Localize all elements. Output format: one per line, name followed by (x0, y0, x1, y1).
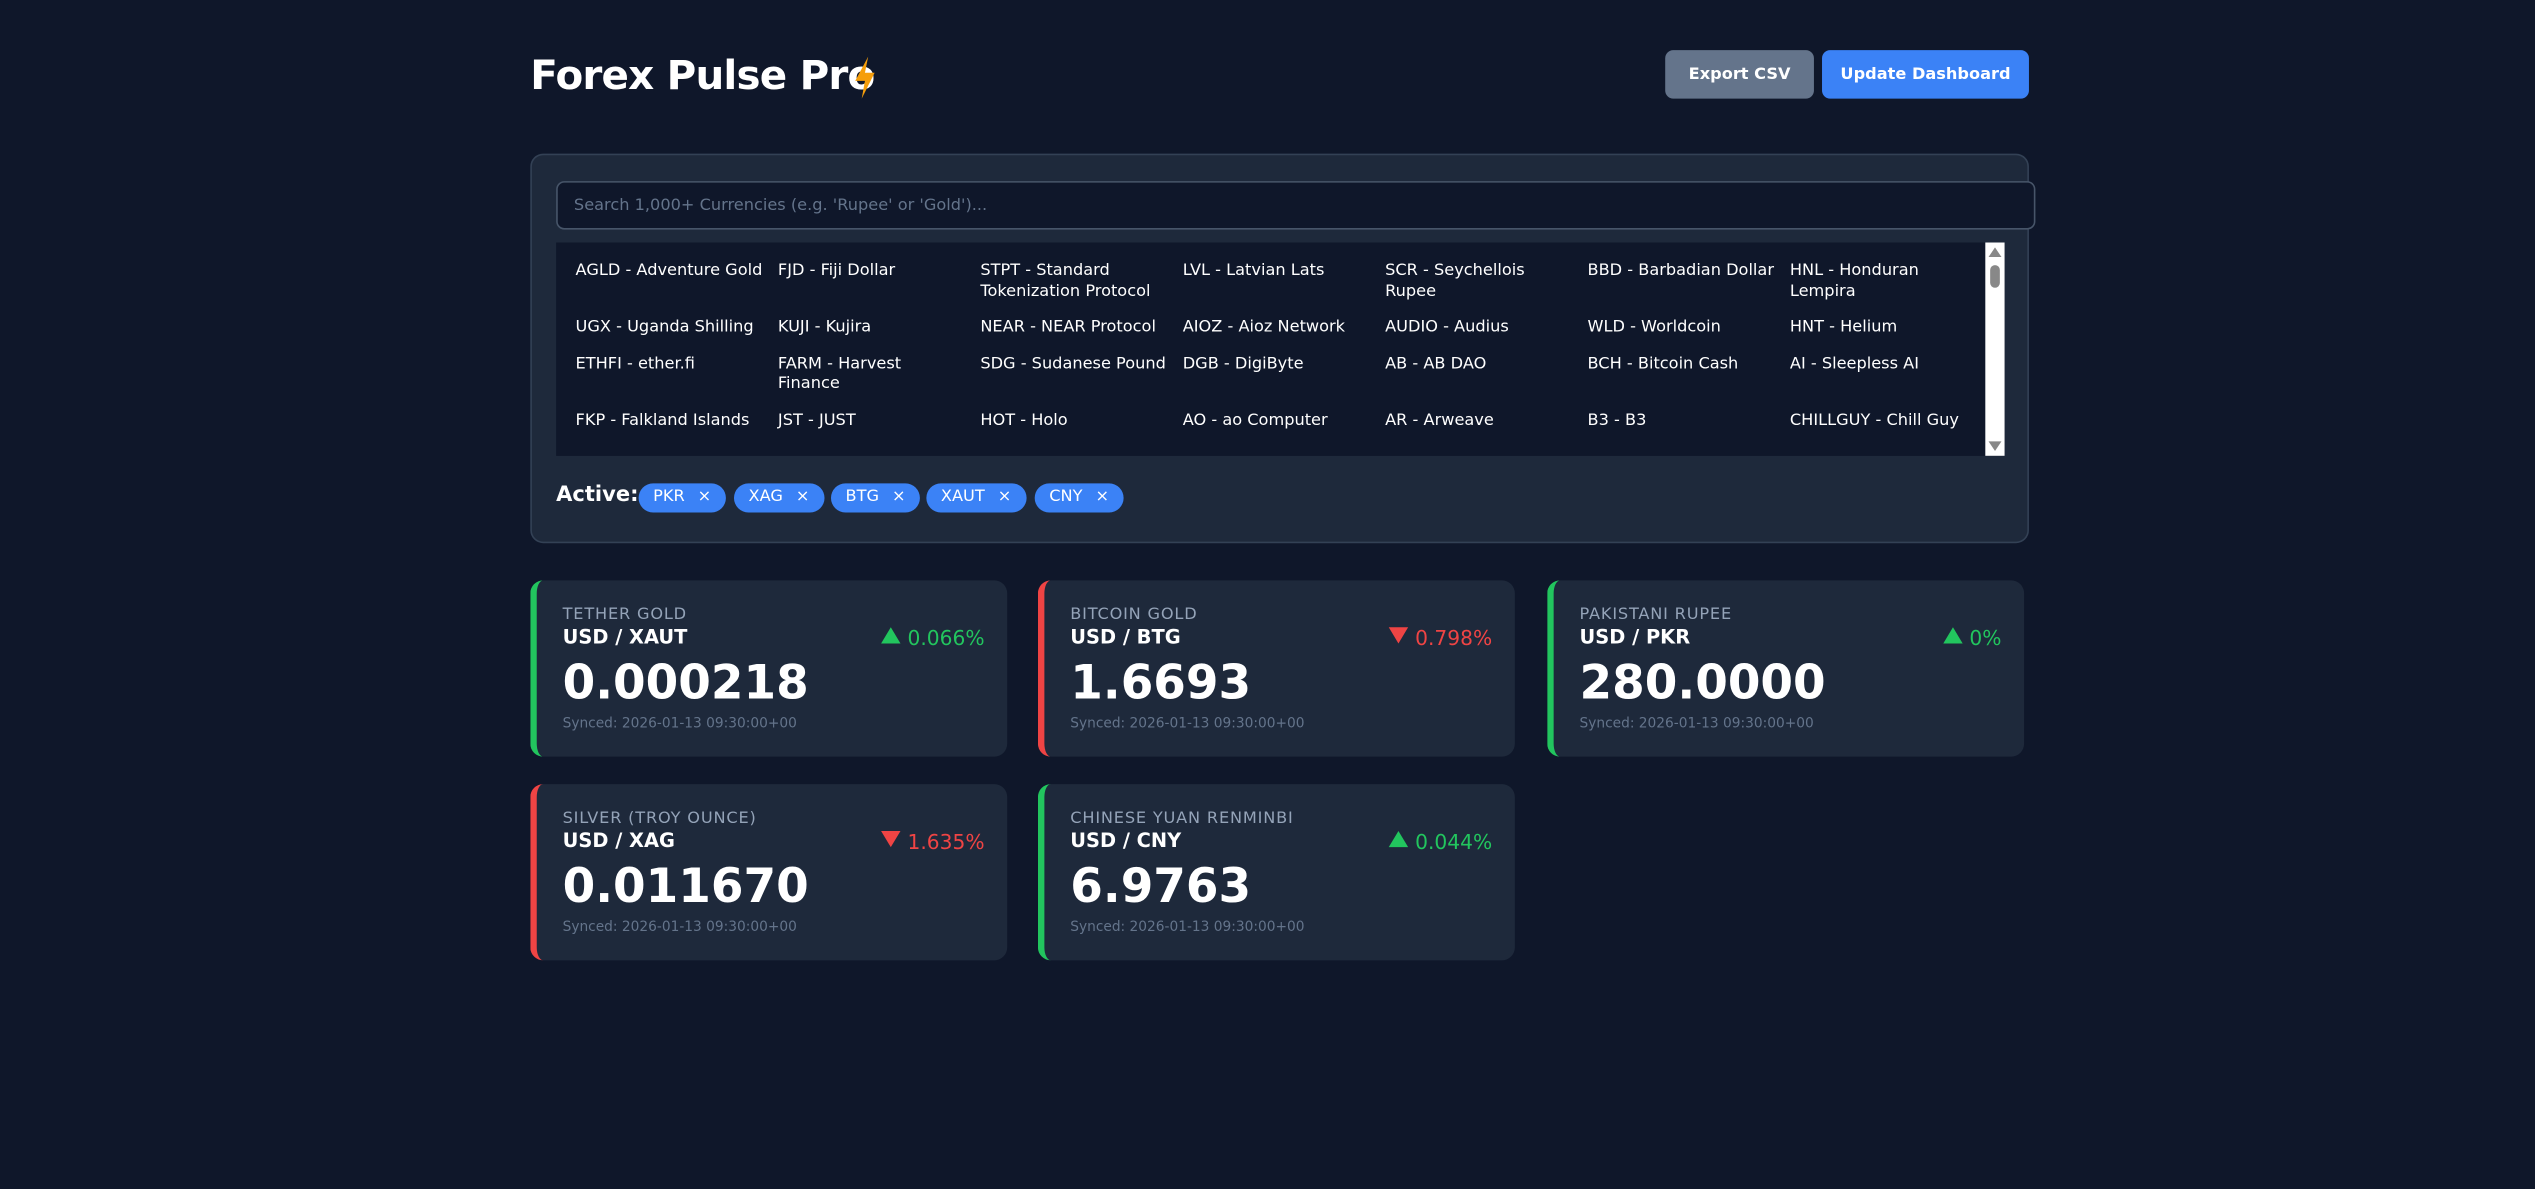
currency-pair: USD / XAG (562, 829, 675, 853)
active-chip: XAUT × (926, 483, 1026, 513)
active-chip: CNY × (1034, 483, 1124, 513)
change-value: 1.635% (907, 829, 985, 854)
currency-name: CHINESE YUAN RENMINBI (1070, 809, 1294, 828)
chip-code: XAG (748, 488, 783, 507)
rate-change: 0% (1943, 625, 2002, 650)
change-value: 0.066% (907, 625, 985, 650)
update-button[interactable]: Update Dashboard (1822, 50, 2029, 99)
rate-value: 6.9763 (1070, 858, 1252, 914)
currency-pair: USD / BTG (1070, 625, 1181, 649)
currency-option[interactable]: HNT - Helium (1789, 318, 1898, 337)
currency-option[interactable]: ETHFI - ether.fi (575, 354, 695, 373)
currency-option[interactable]: CHILLGUY - Chill Guy (1789, 411, 1959, 430)
currency-option[interactable]: B3 - B3 (1587, 411, 1647, 430)
currency-option[interactable]: BBD - Barbadian Dollar (1587, 261, 1774, 280)
chip-remove[interactable]: × (697, 488, 712, 507)
currency-name: BITCOIN GOLD (1070, 606, 1198, 625)
rate-card: BITCOIN GOLD USD / BTG 1.6693 Synced: 2026-… (1037, 580, 1515, 757)
currency-option[interactable]: SDG - Sudanese Pound (980, 354, 1166, 373)
chip-remove[interactable]: × (891, 488, 906, 507)
active-chip: XAG × (733, 483, 824, 513)
currency-option[interactable]: SCR - Seychellois Rupee (1385, 261, 1525, 300)
currency-name: SILVER (TROY OUNCE) (562, 809, 757, 828)
currency-option[interactable]: LVL - Latvian Lats (1182, 261, 1325, 280)
search-input[interactable]: Search 1,000+ Currencies (e.g. 'Rupee' o… (556, 181, 2036, 230)
currency-option[interactable]: STPT - Standard Tokenization Protocol (980, 261, 1151, 300)
chip-remove[interactable]: × (997, 488, 1012, 507)
currency-pair: USD / CNY (1070, 829, 1182, 853)
active-chip: BTG × (830, 483, 921, 513)
rate-card: SILVER (TROY OUNCE) USD / XAG 0.011670 Sync… (530, 784, 1008, 961)
synced-time: Synced: 2026-01-13 09:30:00+00 (1579, 716, 1814, 733)
currency-option[interactable]: UGX - Uganda Shilling (575, 318, 754, 337)
currency-option[interactable]: FJD - Fiji Dollar (777, 261, 896, 280)
chip-remove[interactable]: × (1095, 488, 1110, 507)
currency-option[interactable]: WLD - Worldcoin (1587, 318, 1721, 337)
synced-time: Synced: 2026-01-13 09:30:00+00 (562, 919, 797, 937)
currency-option[interactable]: JST - JUST (777, 411, 856, 430)
bolt-icon (855, 56, 875, 99)
rate-change: 0.066% (881, 625, 985, 650)
rate-change: 0.798% (1389, 626, 1492, 650)
scrollbar[interactable] (1985, 242, 2005, 456)
rate-value: 0.011670 (562, 858, 809, 914)
currency-pair: USD / PKR (1579, 625, 1691, 649)
selector-panel: Search 1,000+ Currencies (e.g. 'Rupee' o… (530, 153, 2036, 544)
currency-option[interactable]: KUJI - Kujira (777, 318, 872, 337)
synced-time: Synced: 2026-01-13 09:30:00+00 (562, 716, 797, 733)
rate-value: 0.000218 (562, 654, 809, 710)
rate-value: 1.6693 (1070, 654, 1252, 710)
currency-option[interactable]: HNL - Honduran Lempira (1789, 261, 1919, 300)
currency-option[interactable]: HOT - Holo (980, 411, 1068, 430)
currency-option[interactable]: AIOZ - Aioz Network (1182, 318, 1346, 337)
rate-change: 1.635% (881, 829, 985, 854)
currency-option[interactable]: AO - ao Computer (1182, 411, 1328, 430)
currency-grid: AGLD - Adventure Gold FJD - Fiji Dollar ST… (576, 262, 1993, 432)
change-value: 0.798% (1415, 625, 1493, 650)
trend-arrow (1389, 830, 1409, 848)
export-button[interactable]: Export CSV (1665, 50, 1814, 99)
synced-time: Synced: 2026-01-13 09:30:00+00 (1070, 716, 1305, 733)
currency-option[interactable]: DGB - DigiByte (1182, 354, 1304, 373)
chip-code: CNY (1049, 488, 1083, 507)
currency-option[interactable]: AB - AB DAO (1385, 354, 1487, 373)
scroll-thumb[interactable] (1990, 265, 2000, 288)
currency-pair: USD / XAUT (562, 625, 688, 649)
currency-list: AGLD - Adventure Gold FJD - Fiji Dollar ST… (556, 242, 2005, 456)
trend-arrow (1389, 627, 1409, 644)
rate-card: PAKISTANI RUPEE USD / PKR 280.0000 Synced: … (1547, 580, 2025, 757)
rate-value: 280.0000 (1579, 654, 1826, 710)
trend-arrow (1943, 627, 1963, 644)
rate-card: CHINESE YUAN RENMINBI USD / CNY 6.9763 Sync… (1037, 784, 1515, 961)
active-chip: PKR × (638, 483, 726, 513)
rate-change: 0.044% (1389, 829, 1493, 854)
chip-remove[interactable]: × (795, 488, 810, 507)
rate-card: TETHER GOLD USD / XAUT 0.000218 Synced: 202… (530, 580, 1008, 757)
currency-option[interactable]: AR - Arweave (1385, 411, 1494, 430)
currency-option[interactable]: NEAR - NEAR Protocol (980, 318, 1156, 337)
currency-option[interactable]: AGLD - Adventure Gold (575, 261, 763, 280)
chip-code: BTG (845, 488, 880, 507)
chip-code: PKR (653, 488, 685, 507)
currency-name: PAKISTANI RUPEE (1579, 606, 1732, 625)
currency-option[interactable]: BCH - Bitcoin Cash (1587, 354, 1739, 373)
app-title: Forex Pulse Pro (530, 51, 875, 99)
chip-code: XAUT (940, 488, 985, 507)
trend-arrow (881, 830, 902, 848)
active-label: Active: (556, 483, 639, 508)
change-value: 0.044% (1415, 829, 1493, 854)
currency-name: TETHER GOLD (562, 606, 687, 625)
synced-time: Synced: 2026-01-13 09:30:00+00 (1070, 919, 1305, 937)
trend-arrow (881, 627, 902, 644)
currency-option[interactable]: FKP - Falkland Islands (575, 411, 750, 430)
currency-option[interactable]: FARM - Harvest Finance (777, 354, 902, 393)
currency-option[interactable]: AUDIO - Audius (1385, 318, 1509, 337)
change-value: 0% (1969, 625, 2002, 650)
currency-option[interactable]: AI - Sleepless AI (1789, 354, 1919, 373)
